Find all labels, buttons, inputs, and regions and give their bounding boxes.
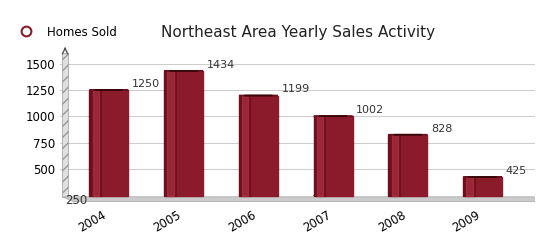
Bar [177, 71, 203, 196]
Bar [242, 96, 248, 196]
Bar [463, 177, 476, 196]
Text: 1199: 1199 [282, 84, 310, 94]
Bar [239, 96, 251, 196]
Bar [401, 135, 427, 196]
Legend: Homes Sold: Homes Sold [9, 21, 122, 43]
Bar [90, 90, 102, 196]
Text: 1250: 1250 [132, 79, 160, 89]
Bar [317, 116, 323, 196]
Bar [102, 90, 128, 196]
Bar [167, 71, 173, 196]
Bar [392, 135, 398, 196]
Text: 1434: 1434 [207, 60, 235, 70]
Text: 425: 425 [506, 166, 527, 176]
Bar [92, 90, 99, 196]
Bar [326, 116, 353, 196]
Polygon shape [63, 197, 544, 201]
Text: 1002: 1002 [356, 105, 384, 115]
Bar [314, 116, 326, 196]
Bar [466, 177, 472, 196]
Bar [251, 96, 278, 196]
Text: 250: 250 [65, 194, 88, 207]
Text: 828: 828 [431, 124, 453, 134]
Bar [63, 53, 68, 197]
Bar [164, 71, 177, 196]
Bar [388, 135, 401, 196]
Bar [476, 177, 502, 196]
Title: Northeast Area Yearly Sales Activity: Northeast Area Yearly Sales Activity [161, 25, 434, 40]
